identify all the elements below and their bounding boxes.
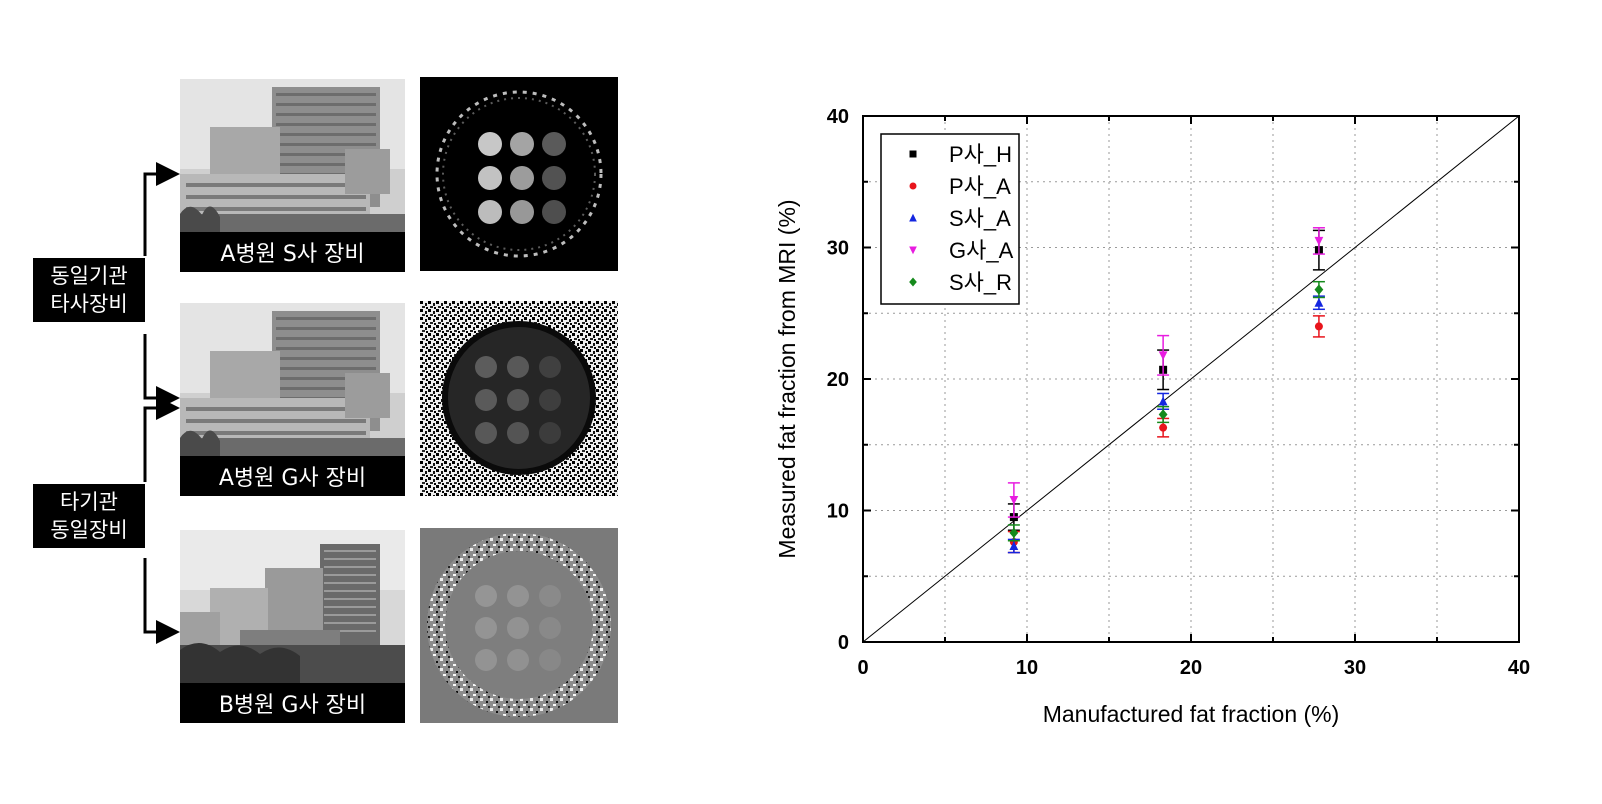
legend-label: S사_R [949,270,1012,295]
legend-marker [909,213,917,222]
legend-label: G사_A [949,238,1014,263]
data-point [1007,482,1020,518]
data-marker [1158,351,1168,361]
hospital-photo-a-s: A병원 S사 장비 [180,79,405,272]
group-label-line: 타사장비 [50,292,128,316]
data-point [1157,334,1170,376]
mri-phantom-image-2 [420,301,618,496]
data-point [1312,295,1325,311]
data-point [1007,524,1020,542]
mri-phantom-image-3 [420,528,618,723]
data-marker [1314,322,1323,331]
data-point [1312,280,1325,299]
data-point [1312,315,1325,338]
legend-marker [909,182,917,190]
group-label-line: 타기관 [60,490,118,514]
legend-box [880,133,1020,305]
hospital-photo-b-g: B병원 G사 장비 [180,530,405,723]
data-marker [1159,423,1168,432]
data-points [1007,227,1325,554]
data-marker [1314,284,1324,295]
data-point [1007,538,1020,554]
hospital-photo-a-g: A병원 G사 장비 [180,303,405,496]
mri-phantom-image-1 [420,77,618,271]
axis-ticks: 0 10 20 30 40 0 10 20 30 40 [827,106,1530,679]
legend-marker [909,277,917,287]
y-tick-label: 40 [827,106,849,128]
identity-line [862,115,1520,643]
photo-caption: A병원 G사 장비 [180,456,405,496]
data-point [1157,405,1170,424]
data-point [1312,227,1325,255]
legend-marker [909,150,917,158]
legend-label: S사_A [949,206,1011,231]
data-marker [1314,297,1324,307]
y-tick-label: 30 [827,238,849,260]
group-label-line: 동일기관 [50,264,128,288]
data-marker [1158,396,1168,406]
data-marker [1314,236,1324,246]
legend-marker [909,246,917,255]
x-tick-label: 40 [1508,657,1530,679]
y-tick-label: 20 [827,369,849,391]
x-axis-label: Manufactured fat fraction (%) [1043,701,1340,727]
legend-label: P사_H [949,142,1012,167]
x-tick-label: 30 [1344,657,1366,679]
x-tick-label: 0 [857,657,868,679]
data-marker [1009,495,1019,505]
y-axis-label: Measured fat fraction from MRI (%) [774,199,800,558]
y-tick-label: 0 [838,632,849,654]
photo-caption: A병원 S사 장비 [180,232,405,272]
x-tick-label: 20 [1180,657,1202,679]
group-label-other-institution: 타기관 동일장비 [33,484,145,548]
legend: P사_H P사_A S사_A G사_A S사_R [880,133,1020,305]
legend-label: P사_A [949,174,1011,199]
x-tick-label: 10 [1016,657,1038,679]
group-label-line: 동일장비 [50,518,128,542]
data-marker [1009,527,1019,539]
data-marker [1009,541,1019,551]
group-label-same-institution: 동일기관 타사장비 [33,258,145,322]
y-tick-label: 10 [827,501,849,523]
fat-fraction-scatter-chart: 0 10 20 30 40 0 10 20 30 40 Manufactured fat frac… [774,106,1530,727]
data-marker [1158,409,1168,420]
photo-caption: B병원 G사 장비 [180,683,405,723]
